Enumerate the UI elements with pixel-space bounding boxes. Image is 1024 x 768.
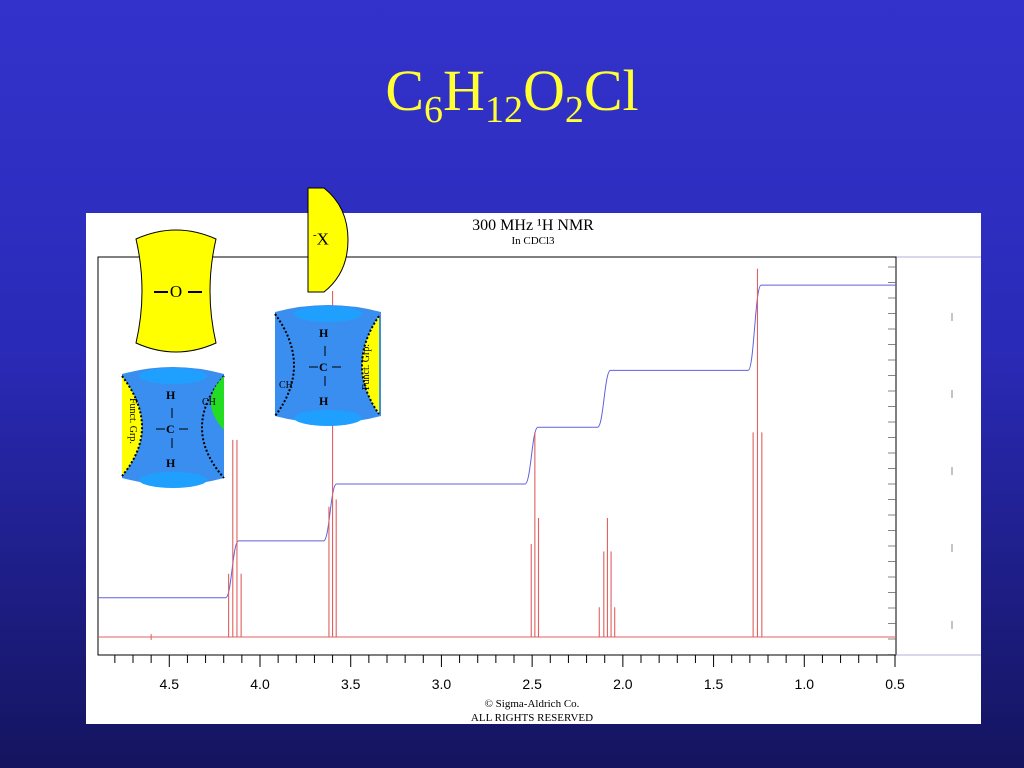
methylene-a-carbon: C xyxy=(166,422,175,436)
methylene-a-ch-label: CH xyxy=(202,397,216,408)
methylene-a-h-top: H xyxy=(166,388,176,402)
methylene-a-funct-label: Funct. Grp. xyxy=(127,398,138,444)
chart-title: 300 MHz ¹H NMR xyxy=(472,217,594,234)
nmr-spectrum-chart: 300 MHz ¹H NMR In CDCl3 4.5 4.0 3.5 3.0 2.5 2… xyxy=(97,217,981,724)
x-tick-label: 0.5 xyxy=(885,676,905,692)
methylene-callout-a-shape xyxy=(121,367,225,488)
nmr-spectrum-panel: 300 MHz ¹H NMR In CDCl3 4.5 4.0 3.5 3.0 2.5 2… xyxy=(86,213,981,724)
x-tick-label: 3.5 xyxy=(341,676,361,692)
x-tick-label: 1.0 xyxy=(795,676,815,692)
x-axis-ticks xyxy=(114,655,896,667)
methylene-b-funct-label: Funct. Grp. xyxy=(361,344,372,390)
methylene-callout-b-shape xyxy=(274,305,381,426)
ether-oxygen-callout: O xyxy=(134,229,218,353)
methylene-b-ch-label: CH xyxy=(279,380,293,391)
halide-callout-shape xyxy=(307,187,349,293)
ether-oxygen-label: O xyxy=(169,282,183,301)
methylene-b-carbon: C xyxy=(319,360,328,374)
slide-title: C6H12O2Cl xyxy=(385,58,639,131)
x-tick-label: 2.5 xyxy=(522,676,542,692)
x-tick-label: 2.0 xyxy=(613,676,633,692)
x-axis-tick-labels: 4.5 4.0 3.5 3.0 2.5 2.0 1.5 1.0 0.5 xyxy=(160,676,905,692)
chart-subtitle: In CDCl3 xyxy=(511,235,555,247)
spectrum-peaks xyxy=(150,268,763,640)
x-tick-label: 1.5 xyxy=(704,676,724,692)
methylene-callout-a: H C H CH Funct. Grp. xyxy=(120,366,226,490)
halide-callout: -X xyxy=(306,187,350,293)
methylene-callout-b: H C H CH Funct. Grp. xyxy=(273,304,383,428)
halide-label: -X xyxy=(313,229,329,249)
x-tick-label: 4.0 xyxy=(250,676,270,692)
right-axis-ticks xyxy=(888,266,896,655)
x-tick-label: 4.5 xyxy=(160,676,180,692)
plot-frame xyxy=(97,256,897,656)
ether-callout-shape xyxy=(135,229,217,353)
methylene-a-h-bottom: H xyxy=(166,456,176,470)
copyright-line-1: © Sigma-Aldrich Co. xyxy=(485,698,580,710)
x-tick-label: 3.0 xyxy=(432,676,452,692)
methylene-b-h-bottom: H xyxy=(319,394,329,408)
copyright-line-2: ALL RIGHTS RESERVED xyxy=(471,712,593,724)
methylene-b-h-top: H xyxy=(319,326,329,340)
